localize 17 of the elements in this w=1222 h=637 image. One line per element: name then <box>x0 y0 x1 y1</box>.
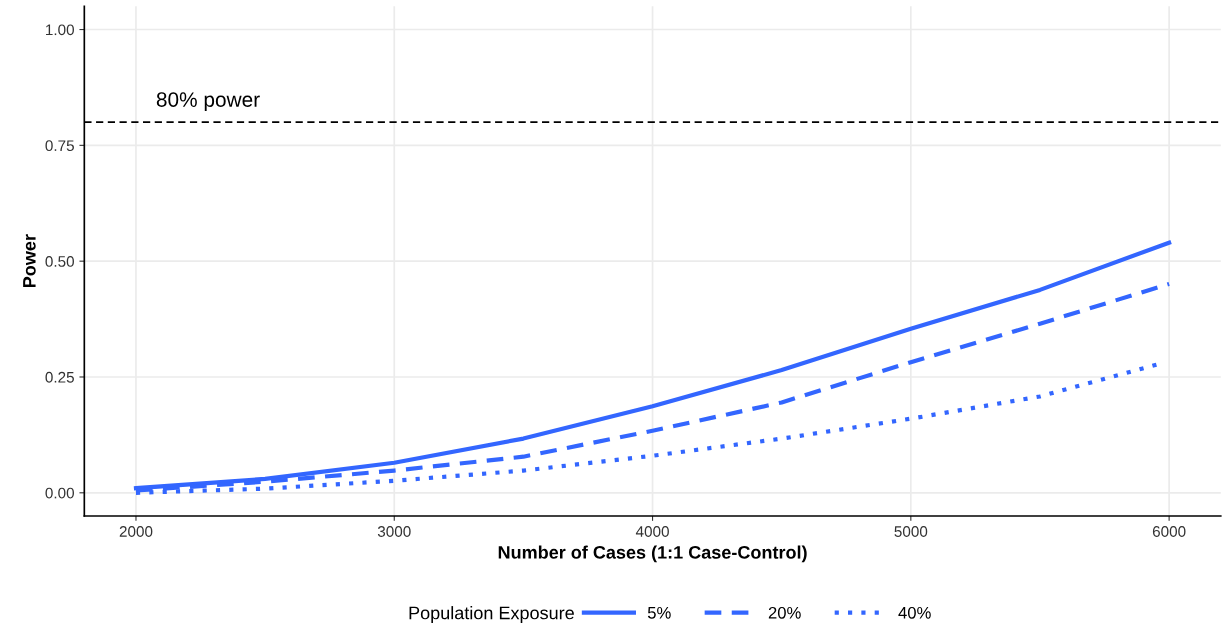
x-tick-label: 3000 <box>377 526 411 537</box>
x-tick-label: 6000 <box>1152 526 1186 537</box>
y-tick-label: 0.00 <box>45 487 74 499</box>
y-tick-label: 0.25 <box>45 371 74 383</box>
x-tick-label: 2000 <box>119 526 153 537</box>
y-tick-label: 0.75 <box>45 140 74 152</box>
x-tick-label: 5000 <box>894 526 928 537</box>
legend-label: 5% <box>647 606 671 619</box>
legend-title: Population Exposure <box>409 606 574 623</box>
legend-label: 40% <box>898 606 931 619</box>
legend-label: 20% <box>768 606 801 619</box>
y-axis-title: Power <box>23 234 36 288</box>
ref-line-label: 80% power <box>156 92 260 112</box>
y-tick-label: 0.50 <box>45 256 74 267</box>
x-axis-title: Number of Cases (1:1 Case-Control) <box>498 545 807 563</box>
y-tick-label: 1.00 <box>46 24 74 36</box>
x-tick-label: 4000 <box>635 526 669 537</box>
